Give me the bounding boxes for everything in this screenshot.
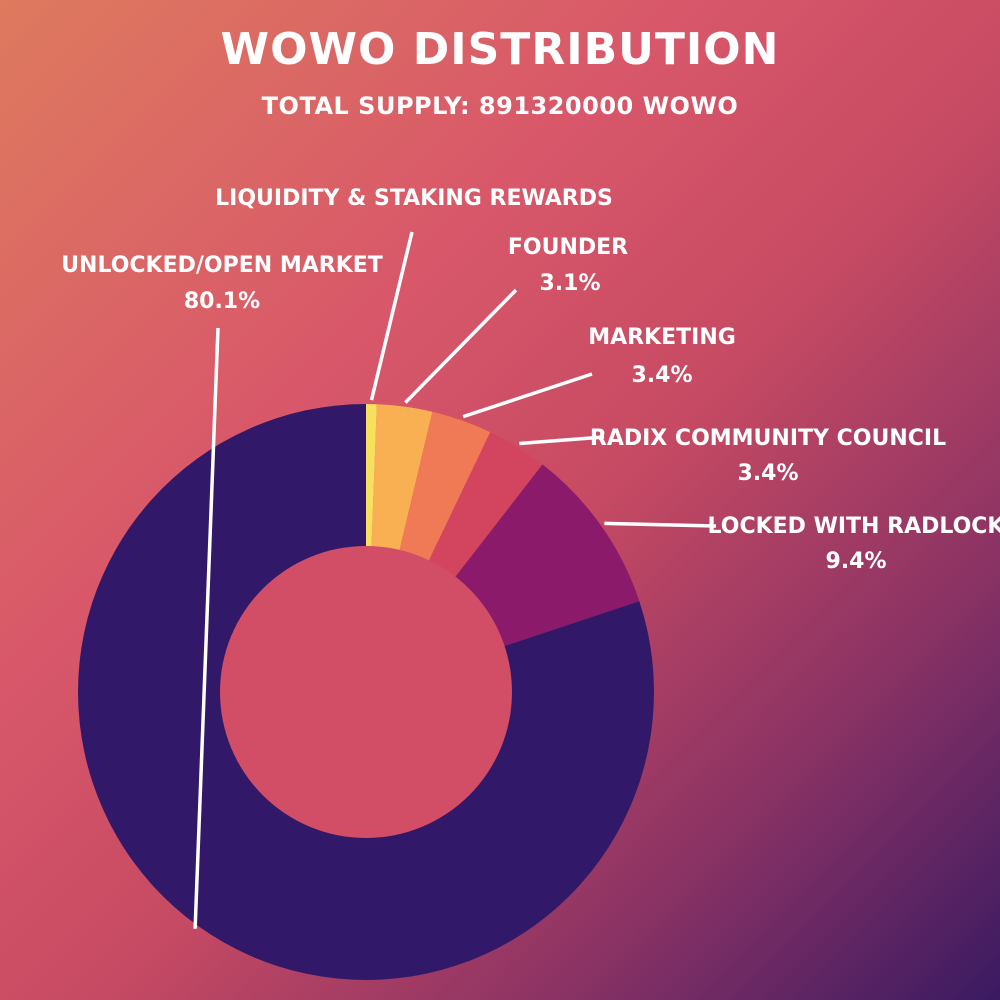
chart-title: WOWO DISTRIBUTION xyxy=(220,24,780,75)
leader-line-unlocked-open-market xyxy=(193,327,220,929)
slice-labels: LIQUIDITY & STAKING REWARDS FOUNDER 3.1% MA… xyxy=(61,186,1000,574)
leader-line-founder xyxy=(404,288,518,404)
slice-value-unlocked-open-market: 80.1% xyxy=(184,289,260,314)
slice-value-locked-with-radlock: 9.4% xyxy=(825,549,886,574)
slice-label-founder: FOUNDER xyxy=(508,235,628,260)
leader-line-marketing xyxy=(462,372,593,419)
leader-line-locked-with-radlock xyxy=(604,521,717,528)
slice-value-marketing: 3.4% xyxy=(631,363,692,388)
slice-label-locked-with-radlock: LOCKED WITH RADLOCK xyxy=(708,514,1000,539)
slice-label-liquidity-staking-rewards: LIQUIDITY & STAKING REWARDS xyxy=(215,186,613,211)
slice-label-unlocked-open-market: UNLOCKED/OPEN MARKET xyxy=(61,253,383,278)
slice-value-radix-community-council: 3.4% xyxy=(737,461,798,486)
chart-subtitle: TOTAL SUPPLY: 891320000 WOWO xyxy=(261,92,739,120)
leader-lines xyxy=(193,231,717,929)
slice-label-marketing: MARKETING xyxy=(588,325,736,350)
slice-value-founder: 3.1% xyxy=(539,271,600,296)
slice-label-radix-community-council: RADIX COMMUNITY COUNCIL xyxy=(590,426,946,451)
leader-line-liquidity-staking-rewards xyxy=(369,231,414,401)
leader-line-radix-community-council xyxy=(519,435,605,446)
donut-hole xyxy=(220,546,512,838)
